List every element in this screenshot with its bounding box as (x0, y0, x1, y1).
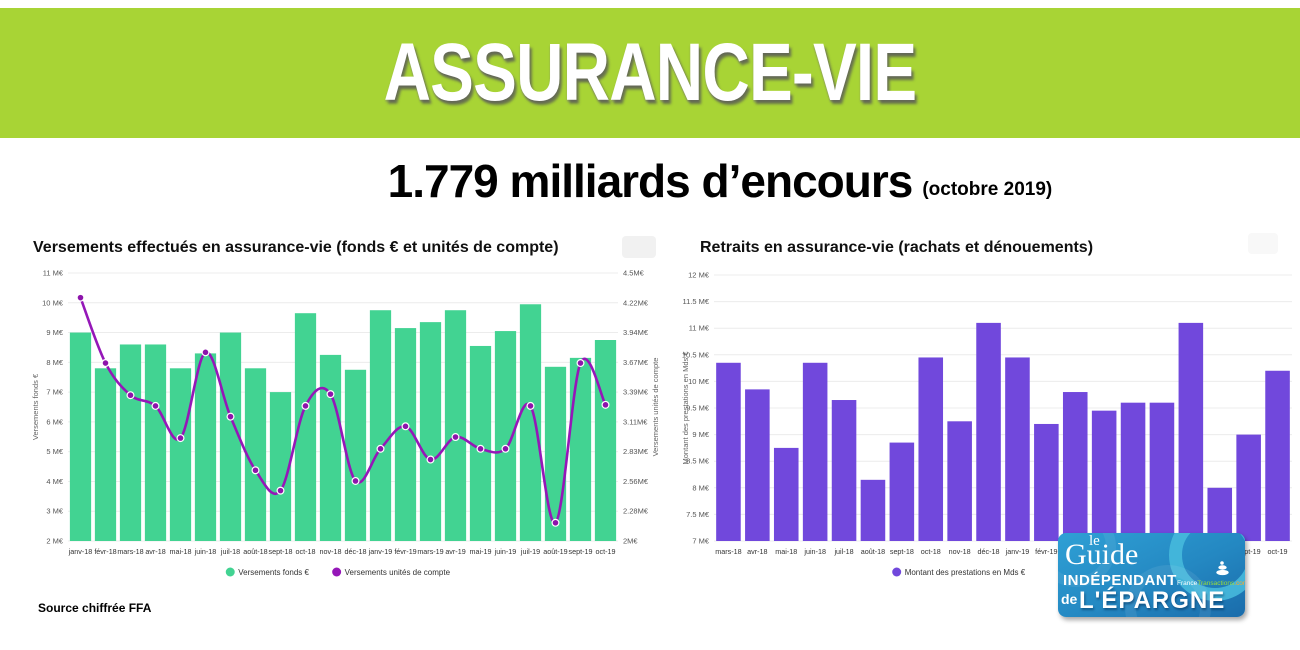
svg-text:oct-18: oct-18 (921, 547, 941, 556)
subtitle: 1.779 milliards d’encours (octobre 2019) (0, 154, 1300, 208)
svg-text:févr-19: févr-19 (1035, 547, 1057, 556)
svg-text:9 M€: 9 M€ (692, 430, 710, 439)
svg-text:9.5 M€: 9.5 M€ (686, 404, 710, 413)
svg-text:Versements fonds €: Versements fonds € (238, 568, 309, 577)
svg-text:7.5 M€: 7.5 M€ (686, 510, 710, 519)
svg-text:mars-18: mars-18 (715, 547, 741, 556)
svg-text:juil-18: juil-18 (220, 547, 240, 556)
svg-text:11 M€: 11 M€ (43, 269, 64, 278)
svg-text:mai-18: mai-18 (775, 547, 797, 556)
logo-site-url: FranceTransactions.com (1177, 580, 1245, 587)
svg-text:Versements fonds €: Versements fonds € (31, 373, 40, 440)
svg-text:7 M€: 7 M€ (692, 537, 710, 546)
svg-text:2 M€: 2 M€ (46, 537, 64, 546)
svg-text:Versements unités de compte: Versements unités de compte (345, 568, 451, 577)
svg-text:2.56M€: 2.56M€ (623, 477, 649, 486)
svg-text:2.83M€: 2.83M€ (623, 447, 649, 456)
logo-de: de (1061, 591, 1078, 607)
svg-text:12 M€: 12 M€ (688, 271, 710, 280)
logo-ring-decoration (1058, 533, 1116, 587)
svg-text:Versements unités de compte: Versements unités de compte (651, 358, 660, 457)
svg-text:8.5 M€: 8.5 M€ (686, 457, 710, 466)
header-band: ASSURANCE-VIE (0, 8, 1300, 138)
svg-text:10 M€: 10 M€ (688, 377, 710, 386)
svg-text:8 M€: 8 M€ (692, 483, 710, 492)
svg-text:janv-19: janv-19 (368, 547, 393, 556)
retraits-chart: 7 M€ 7.5 M€ 8 M€ 8.5 M€ 9 M€ 9.5 M€ 10 M€ 10.5 … (681, 271, 1292, 577)
logo-guide: Guide (1065, 538, 1139, 571)
versements-chart-title: Versements effectués en assurance-vie (f… (33, 239, 559, 256)
svg-text:août-19: août-19 (543, 547, 567, 556)
svg-text:4.22M€: 4.22M€ (623, 298, 649, 307)
svg-text:janv-18: janv-18 (68, 547, 93, 556)
svg-text:oct-18: oct-18 (296, 547, 316, 556)
svg-text:oct-19: oct-19 (1268, 547, 1288, 556)
svg-text:9 M€: 9 M€ (46, 328, 64, 337)
svg-text:avr-19: avr-19 (445, 547, 465, 556)
logo-independant: INDÉPENDANT (1063, 572, 1177, 589)
svg-text:juin-19: juin-19 (494, 547, 517, 556)
svg-text:avr-18: avr-18 (747, 547, 767, 556)
svg-text:oct-19: oct-19 (596, 547, 616, 556)
svg-text:Montant des prestations en Mds: Montant des prestations en Mds € (681, 351, 690, 465)
svg-text:4.5M€: 4.5M€ (623, 269, 645, 278)
svg-text:4 M€: 4 M€ (46, 477, 64, 486)
logo-site-com: .com (1234, 580, 1245, 587)
svg-text:juin-18: juin-18 (803, 547, 826, 556)
page-title: ASSURANCE-VIE (383, 27, 917, 118)
svg-text:11 M€: 11 M€ (689, 324, 710, 333)
svg-text:déc-18: déc-18 (978, 547, 1000, 556)
svg-text:juin-18: juin-18 (194, 547, 217, 556)
svg-text:avr-18: avr-18 (145, 547, 165, 556)
pebbles-icon (1216, 561, 1229, 576)
svg-text:mars-18: mars-18 (117, 547, 143, 556)
encours-amount: 1.779 milliards d’encours (387, 155, 914, 207)
retraits-chart-title: Retraits en assurance-vie (rachats et dé… (700, 239, 1094, 256)
svg-text:août-18: août-18 (861, 547, 885, 556)
svg-text:juil-19: juil-19 (520, 547, 540, 556)
chart-watermark-icon (622, 236, 656, 258)
encours-date-note: (octobre 2019) (922, 179, 1053, 200)
svg-text:2M€: 2M€ (623, 537, 638, 546)
svg-text:juil-18: juil-18 (833, 547, 853, 556)
svg-text:Montant des prestations en Mds: Montant des prestations en Mds € (905, 568, 1026, 577)
versements-chart: 2 M€ 3 M€ 4 M€ 5 M€ 6 M€ 7 M€ 8 M€ 9 M€ 10 M€ 11 … (31, 269, 660, 577)
svg-text:mai-18: mai-18 (170, 547, 192, 556)
svg-text:sept-19: sept-19 (569, 547, 593, 556)
svg-text:2.28M€: 2.28M€ (623, 507, 649, 516)
source-note: Source chiffrée FFA (38, 601, 152, 615)
logo-ring-decoration (1125, 565, 1211, 617)
svg-text:5 M€: 5 M€ (46, 447, 64, 456)
logo-le: le (1089, 533, 1100, 549)
guide-epargne-logo[interactable]: le Guide INDÉPENDANT FranceTransactions.… (1058, 533, 1245, 617)
svg-text:mai-19: mai-19 (470, 547, 492, 556)
svg-text:11.5 M€: 11.5 M€ (682, 297, 709, 306)
svg-text:nov-18: nov-18 (320, 547, 342, 556)
svg-text:sept-18: sept-18 (269, 547, 293, 556)
svg-text:janv-19: janv-19 (1005, 547, 1030, 556)
svg-text:7 M€: 7 M€ (46, 388, 64, 397)
svg-text:10 M€: 10 M€ (42, 298, 64, 307)
svg-text:3 M€: 3 M€ (46, 507, 64, 516)
svg-text:8 M€: 8 M€ (46, 358, 64, 367)
svg-text:août-18: août-18 (243, 547, 267, 556)
logo-epargne: L'ÉPARGNE (1079, 587, 1226, 614)
svg-text:3.94M€: 3.94M€ (623, 328, 649, 337)
svg-text:mars-19: mars-19 (417, 547, 443, 556)
svg-text:6 M€: 6 M€ (46, 417, 64, 426)
svg-text:3.11M€: 3.11M€ (623, 417, 648, 426)
svg-text:févr-18: févr-18 (94, 547, 116, 556)
logo-site-transactions: Transactions (1197, 580, 1235, 587)
svg-text:févr-19: févr-19 (394, 547, 416, 556)
svg-text:déc-18: déc-18 (345, 547, 367, 556)
svg-text:sept-18: sept-18 (890, 547, 914, 556)
logo-site-france: France (1177, 580, 1198, 587)
svg-text:10.5 M€: 10.5 M€ (682, 350, 710, 359)
svg-text:nov-18: nov-18 (949, 547, 971, 556)
svg-text:sept-19: sept-19 (1237, 547, 1261, 556)
svg-text:3.67M€: 3.67M€ (623, 358, 649, 367)
svg-text:3.39M€: 3.39M€ (623, 388, 649, 397)
chart-watermark-icon (1248, 233, 1278, 254)
